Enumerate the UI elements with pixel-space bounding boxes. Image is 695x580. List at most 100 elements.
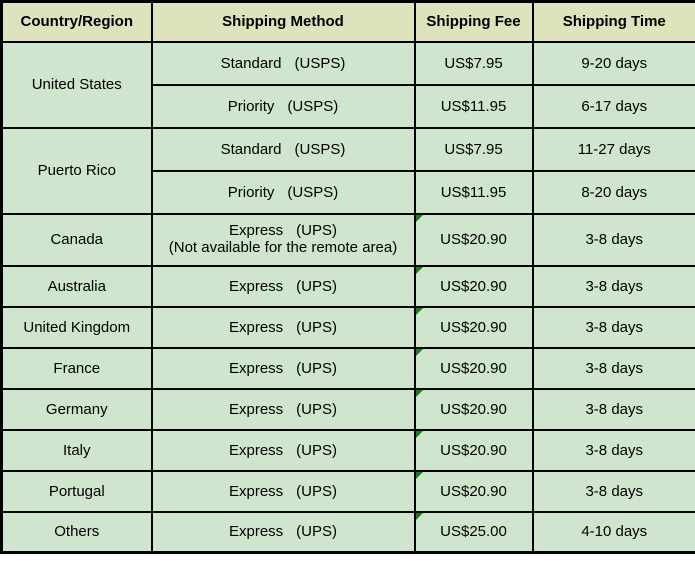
fee-value: US$20.90 [440, 277, 507, 295]
carrier-name: (UPS) [296, 318, 338, 336]
carrier-name: (UPS) [296, 400, 338, 418]
time-cell: 3-8 days [531, 469, 695, 513]
fee-cell: US$7.95 [413, 126, 534, 172]
table-row: Priority (USPS) US$11.95 8-20 days [2, 169, 695, 215]
time-cell: 3-8 days [531, 428, 695, 472]
excel-corner-flag-icon [416, 267, 423, 274]
carrier-name: (UPS) [296, 221, 338, 239]
table-row: France Express (UPS) US$20.90 3-8 days [0, 346, 695, 390]
fee-cell: US$11.95 [413, 83, 534, 129]
method-cell: Express (UPS) [150, 387, 416, 431]
time-cell: 3-8 days [531, 346, 695, 390]
method-name: Express [228, 277, 284, 295]
fee-cell: US$20.90 [413, 469, 534, 513]
method-name: Express [228, 400, 284, 418]
fee-value: US$25.00 [440, 523, 507, 541]
country-cell: Canada [0, 212, 153, 267]
fee-cell: US$20.90 [413, 428, 534, 472]
excel-corner-flag-icon [416, 390, 423, 397]
carrier-name: (USPS) [287, 183, 339, 201]
time-cell: 9-20 days [531, 40, 695, 86]
fee-value: US$20.90 [440, 482, 507, 500]
country-cell: Portugal [0, 469, 153, 513]
table-row: United Kingdom Express (UPS) US$20.90 3-… [0, 305, 695, 349]
country-cell: Australia [0, 264, 153, 308]
table-row: Germany Express (UPS) US$20.90 3-8 days [0, 387, 695, 431]
carrier-name: (USPS) [287, 97, 339, 115]
fee-value: US$20.90 [440, 400, 507, 418]
method-cell: Express (UPS) [150, 510, 416, 554]
method-cell: Standard (USPS) [150, 40, 416, 86]
header-country-region: Country/Region [0, 0, 153, 43]
header-shipping-time: Shipping Time [531, 0, 695, 43]
carrier-name: (USPS) [294, 54, 346, 72]
fee-cell: US$20.90 [413, 264, 534, 308]
method-name: Express [228, 359, 284, 377]
table-row: Puerto Rico Standard (USPS) US$7.95 11-2… [0, 126, 695, 215]
header-shipping-fee: Shipping Fee [413, 0, 534, 43]
fee-cell: US$7.95 [413, 40, 534, 86]
fee-cell: US$20.90 [413, 346, 534, 390]
shipping-table: Country/Region Shipping Method Shipping … [0, 0, 695, 554]
header-row: Country/Region Shipping Method Shipping … [0, 0, 695, 43]
excel-corner-flag-icon [416, 308, 423, 315]
table-row: United States Standard (USPS) US$7.95 9-… [0, 40, 695, 129]
table-row: Others Express (UPS) US$25.00 4-10 days [0, 510, 695, 554]
method-cell: Priority (USPS) [150, 169, 416, 215]
method-cell: Standard (USPS) [150, 126, 416, 172]
carrier-name: (UPS) [296, 523, 338, 541]
method-name: Standard [220, 140, 282, 158]
method-cell: Express (UPS) [150, 428, 416, 472]
header-shipping-method: Shipping Method [150, 0, 416, 43]
fee-value: US$20.90 [440, 441, 507, 459]
table-row: Italy Express (UPS) US$20.90 3-8 days [0, 428, 695, 472]
fee-value: US$20.90 [440, 359, 507, 377]
excel-corner-flag-icon [416, 513, 423, 520]
method-cell: Express (UPS) (Not available for the rem… [150, 212, 416, 267]
method-name: Express [228, 523, 284, 541]
method-name: Express [228, 482, 284, 500]
method-cell: Express (UPS) [150, 264, 416, 308]
method-cell: Priority (USPS) [150, 83, 416, 129]
time-cell: 3-8 days [531, 305, 695, 349]
country-cell: Italy [0, 428, 153, 472]
table-row: Portugal Express (UPS) US$20.90 3-8 days [0, 469, 695, 513]
carrier-name: (UPS) [296, 482, 338, 500]
method-name: Express [228, 441, 284, 459]
carrier-name: (UPS) [296, 359, 338, 377]
method-name: Priority [227, 97, 275, 115]
table-row: Canada Express (UPS) (Not available for … [0, 212, 695, 267]
method-cell: Express (UPS) [150, 469, 416, 513]
time-cell: 3-8 days [531, 212, 695, 267]
country-cell: Puerto Rico [0, 126, 153, 215]
fee-cell: US$20.90 [413, 212, 534, 267]
method-name: Express [228, 221, 284, 239]
excel-corner-flag-icon [416, 431, 423, 438]
table-row: Australia Express (UPS) US$20.90 3-8 day… [0, 264, 695, 308]
country-cell: Others [0, 510, 153, 554]
excel-corner-flag-icon [416, 215, 423, 222]
country-cell: France [0, 346, 153, 390]
country-cell: United States [0, 40, 153, 129]
time-cell: 6-17 days [531, 83, 695, 129]
carrier-name: (UPS) [296, 277, 338, 295]
method-name: Priority [227, 183, 275, 201]
time-cell: 8-20 days [531, 169, 695, 215]
method-cell: Express (UPS) [150, 346, 416, 390]
country-cell: United Kingdom [0, 305, 153, 349]
time-cell: 3-8 days [531, 264, 695, 308]
excel-corner-flag-icon [416, 472, 423, 479]
fee-value: US$20.90 [440, 318, 507, 336]
method-name: Express [228, 318, 284, 336]
fee-cell: US$20.90 [413, 387, 534, 431]
fee-value: US$20.90 [440, 231, 507, 248]
method-name: Standard [220, 54, 282, 72]
method-note: (Not available for the remote area) [168, 238, 398, 256]
excel-corner-flag-icon [416, 349, 423, 356]
fee-cell: US$11.95 [413, 169, 534, 215]
country-cell: Germany [0, 387, 153, 431]
carrier-name: (USPS) [294, 140, 346, 158]
time-cell: 11-27 days [531, 126, 695, 172]
fee-cell: US$25.00 [413, 510, 534, 554]
